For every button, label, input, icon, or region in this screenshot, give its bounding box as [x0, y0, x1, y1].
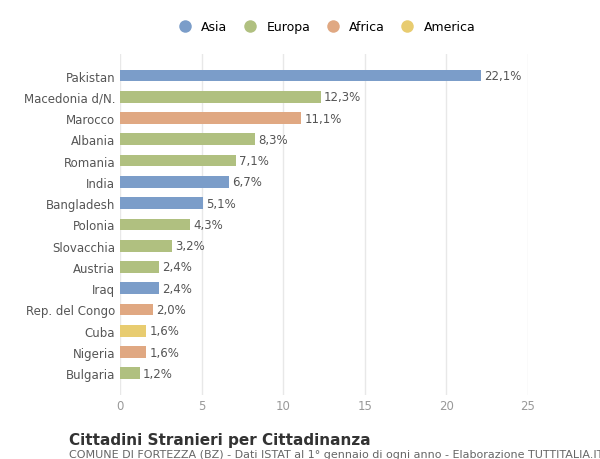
Bar — [120, 283, 159, 294]
Text: 1,6%: 1,6% — [149, 325, 179, 337]
Text: 1,2%: 1,2% — [143, 367, 173, 380]
Text: 8,3%: 8,3% — [259, 134, 289, 146]
Bar — [120, 198, 203, 209]
Text: 5,1%: 5,1% — [206, 197, 236, 210]
Text: 1,6%: 1,6% — [149, 346, 179, 359]
Bar — [120, 71, 481, 82]
Text: 11,1%: 11,1% — [304, 112, 342, 125]
Text: 12,3%: 12,3% — [324, 91, 361, 104]
Text: 2,4%: 2,4% — [163, 282, 193, 295]
Text: 6,7%: 6,7% — [233, 176, 262, 189]
Bar — [120, 325, 146, 337]
Bar — [120, 92, 321, 103]
Text: Cittadini Stranieri per Cittadinanza: Cittadini Stranieri per Cittadinanza — [69, 432, 371, 448]
Bar — [120, 113, 301, 125]
Text: 2,4%: 2,4% — [163, 261, 193, 274]
Text: 22,1%: 22,1% — [484, 70, 521, 83]
Text: COMUNE DI FORTEZZA (BZ) - Dati ISTAT al 1° gennaio di ogni anno - Elaborazione T: COMUNE DI FORTEZZA (BZ) - Dati ISTAT al … — [69, 449, 600, 459]
Bar — [120, 134, 256, 146]
Bar — [120, 177, 229, 188]
Bar — [120, 368, 140, 379]
Bar — [120, 156, 236, 167]
Text: 4,3%: 4,3% — [193, 218, 223, 231]
Text: 2,0%: 2,0% — [156, 303, 185, 316]
Bar — [120, 304, 152, 316]
Bar — [120, 219, 190, 231]
Bar — [120, 347, 146, 358]
Bar — [120, 241, 172, 252]
Text: 7,1%: 7,1% — [239, 155, 269, 168]
Text: 3,2%: 3,2% — [175, 240, 205, 252]
Legend: Asia, Europa, Africa, America: Asia, Europa, Africa, America — [169, 17, 479, 38]
Bar — [120, 262, 159, 273]
